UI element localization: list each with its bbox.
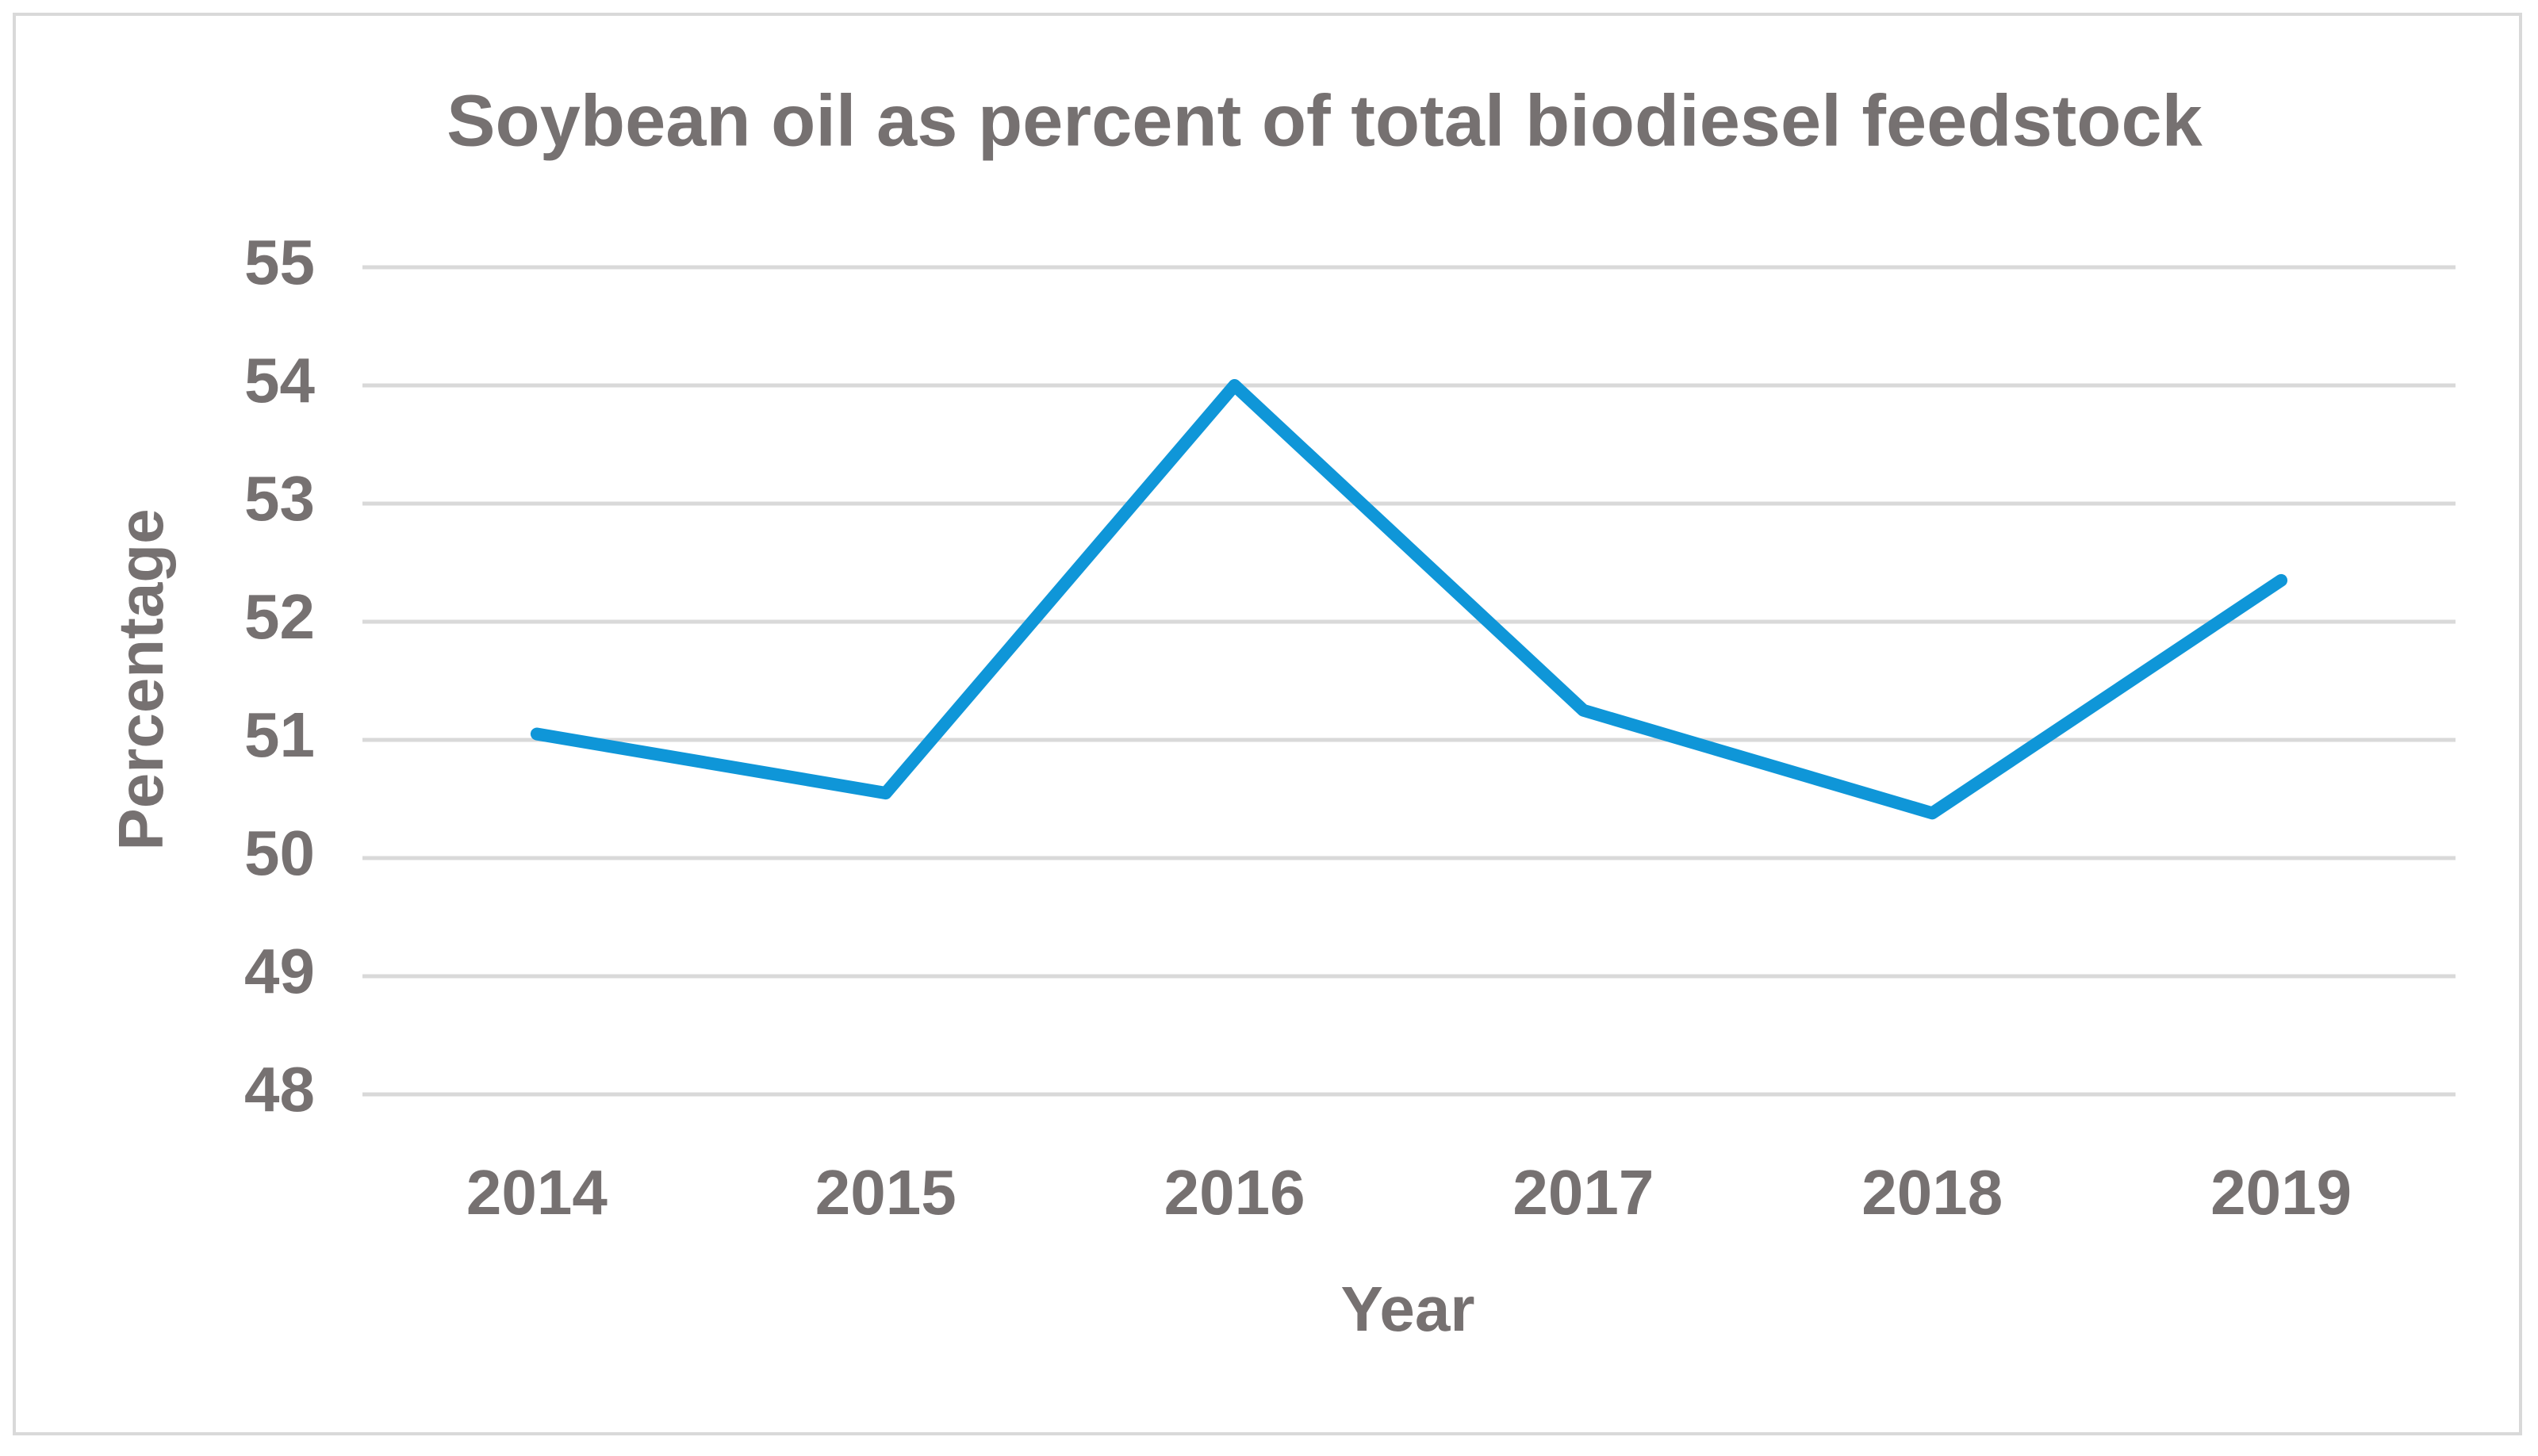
y-axis-label: Percentage [105, 508, 176, 850]
x-tick-label: 2016 [1164, 1157, 1305, 1228]
y-tick-label: 55 [244, 227, 315, 297]
y-tick-label: 51 [244, 699, 315, 770]
x-tick-label: 2019 [2210, 1157, 2352, 1228]
y-tick-label: 49 [244, 936, 315, 1006]
x-tick-label: 2015 [815, 1157, 957, 1228]
x-tick-label: 2017 [1512, 1157, 1654, 1228]
chart-title: Soybean oil as percent of total biodiese… [447, 80, 2203, 161]
y-tick-label: 54 [244, 345, 315, 416]
x-tick-label: 2018 [1861, 1157, 2003, 1228]
y-tick-label: 50 [244, 818, 315, 888]
y-tick-label: 52 [244, 581, 315, 652]
data-line [530, 379, 2288, 820]
y-tick-label: 53 [244, 463, 315, 534]
y-tick-label: 48 [244, 1054, 315, 1125]
x-tick-label: 2014 [466, 1157, 608, 1228]
chart-border [13, 13, 2522, 1435]
x-axis-label: Year [1340, 1274, 1474, 1344]
